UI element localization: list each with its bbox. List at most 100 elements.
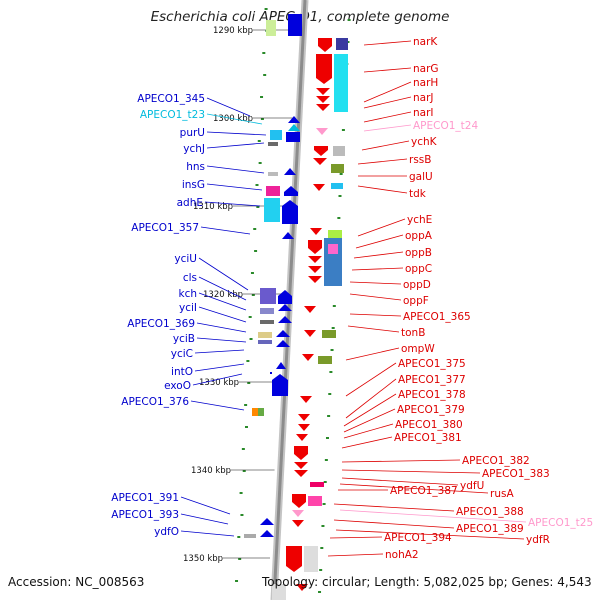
gene-block bbox=[266, 186, 280, 196]
scale-label: 1310 kbp bbox=[193, 202, 233, 212]
gene-arrow bbox=[292, 494, 306, 508]
gene-label-left: APECO1_369 bbox=[127, 318, 195, 330]
gene-label-right: oppF bbox=[403, 295, 429, 307]
gene-label-right: narH bbox=[413, 77, 438, 89]
gene-label-left: APECO1_393 bbox=[111, 509, 179, 521]
gene-label-left: kch bbox=[178, 288, 197, 300]
gene-arrow bbox=[308, 266, 322, 273]
gene-label-left: purU bbox=[180, 127, 205, 139]
gene-block bbox=[270, 130, 282, 140]
scale-label: 1290 kbp bbox=[213, 26, 253, 36]
gene-arrow bbox=[310, 228, 322, 235]
gene-arrow bbox=[316, 54, 332, 84]
gene-block bbox=[304, 546, 318, 572]
gene-arrow bbox=[308, 240, 322, 254]
gene-block bbox=[268, 172, 278, 176]
gene-block bbox=[260, 308, 274, 314]
gene-block bbox=[288, 14, 302, 36]
gene-block bbox=[310, 482, 324, 487]
gene-block bbox=[336, 38, 348, 50]
gene-label-right: oppC bbox=[405, 263, 432, 275]
gene-arrow bbox=[276, 330, 290, 337]
gene-arrow bbox=[302, 354, 314, 361]
gene-label-left: APECO1_391 bbox=[111, 492, 179, 504]
gene-label-left: ychJ bbox=[183, 143, 205, 155]
gene-label-left: adhE bbox=[177, 197, 203, 209]
gene-arrow bbox=[284, 168, 296, 175]
gene-arrow bbox=[288, 116, 300, 123]
gene-arrow bbox=[292, 510, 304, 517]
gene-block bbox=[252, 408, 258, 416]
gene-label-right: tonB bbox=[401, 327, 425, 339]
gene-arrow bbox=[260, 530, 274, 537]
gene-label-left: APECO1_357 bbox=[131, 222, 199, 234]
gene-arrow bbox=[278, 290, 292, 304]
gene-label-right: APECO1_378 bbox=[398, 389, 466, 401]
gene-label-right: APECO1_t24 bbox=[413, 120, 478, 132]
gene-label-right: oppB bbox=[405, 247, 432, 259]
gene-label-right: narI bbox=[413, 107, 434, 119]
gene-arrow bbox=[313, 184, 325, 191]
gene-label-right: APECO1_377 bbox=[398, 374, 466, 386]
scale-label: 1340 kbp bbox=[191, 466, 231, 476]
gene-block bbox=[258, 408, 264, 416]
gene-arrow bbox=[316, 96, 330, 103]
gene-block bbox=[328, 244, 338, 254]
gene-arrow bbox=[282, 200, 298, 224]
gene-arrow bbox=[298, 424, 310, 431]
gene-label-right: APECO1_394 bbox=[384, 532, 452, 544]
gene-label-right: rssB bbox=[409, 154, 431, 166]
gene-arrow bbox=[284, 186, 298, 196]
gene-arrow bbox=[276, 362, 286, 369]
gene-label-left: cls bbox=[183, 272, 197, 284]
gene-arrow bbox=[304, 330, 316, 337]
gene-arrow bbox=[316, 104, 330, 111]
gene-block bbox=[331, 183, 343, 189]
gene-labels: APECO1_345 APECO1_t23 purU ychJ hns insG adhE A… bbox=[111, 36, 593, 561]
summary-text: Topology: circular; Length: 5,082,025 bp… bbox=[262, 575, 592, 589]
gene-label-right: APECO1_380 bbox=[395, 419, 463, 431]
gene-arrow bbox=[314, 146, 328, 156]
gene-arrow bbox=[296, 434, 308, 441]
gene-label-right: oppD bbox=[403, 279, 431, 291]
gene-block bbox=[328, 230, 342, 238]
gene-label-right: ychK bbox=[411, 136, 438, 148]
gene-arrow bbox=[286, 546, 302, 572]
gene-block bbox=[333, 146, 345, 156]
gene-label-right: APECO1_t25 bbox=[528, 517, 593, 529]
gene-label-left: APECO1_t23 bbox=[140, 109, 205, 121]
gene-arrow bbox=[276, 340, 290, 347]
gene-block bbox=[260, 320, 274, 324]
gene-arrow bbox=[282, 232, 294, 239]
gene-label-right: rusA bbox=[490, 488, 514, 500]
gene-label-left: yciB bbox=[173, 333, 195, 345]
gene-label-right: narG bbox=[413, 63, 439, 75]
gene-block bbox=[286, 132, 300, 142]
gene-arrow bbox=[294, 462, 308, 469]
gene-label-right: APECO1_383 bbox=[482, 468, 550, 480]
gene-label-left: intO bbox=[171, 366, 193, 378]
gene-label-right: galU bbox=[409, 171, 433, 183]
gene-label-left: APECO1_376 bbox=[121, 396, 189, 408]
gene-arrow bbox=[278, 304, 292, 311]
gene-label-right: APECO1_387 bbox=[390, 485, 458, 497]
gene-block bbox=[258, 332, 272, 338]
gene-label-left: yciU bbox=[174, 253, 197, 265]
gene-label-right: ydfR bbox=[526, 534, 550, 546]
scale-label: 1330 kbp bbox=[199, 378, 239, 388]
gene-label-right: ydfU bbox=[460, 480, 484, 492]
gene-arrow bbox=[308, 276, 322, 283]
gene-arrow bbox=[294, 446, 308, 460]
gene-label-left: yciI bbox=[179, 302, 197, 314]
gene-label-right: tdk bbox=[409, 188, 427, 200]
gene-block bbox=[260, 288, 276, 304]
gene-label-right: APECO1_375 bbox=[398, 358, 466, 370]
gene-label-left: ydfO bbox=[154, 526, 179, 538]
gene-block bbox=[268, 142, 278, 146]
gene-label-left: APECO1_345 bbox=[137, 93, 205, 105]
gene-block bbox=[264, 198, 280, 222]
label-leaders bbox=[180, 40, 527, 557]
gene-block bbox=[244, 534, 256, 538]
gene-arrow bbox=[316, 88, 330, 95]
